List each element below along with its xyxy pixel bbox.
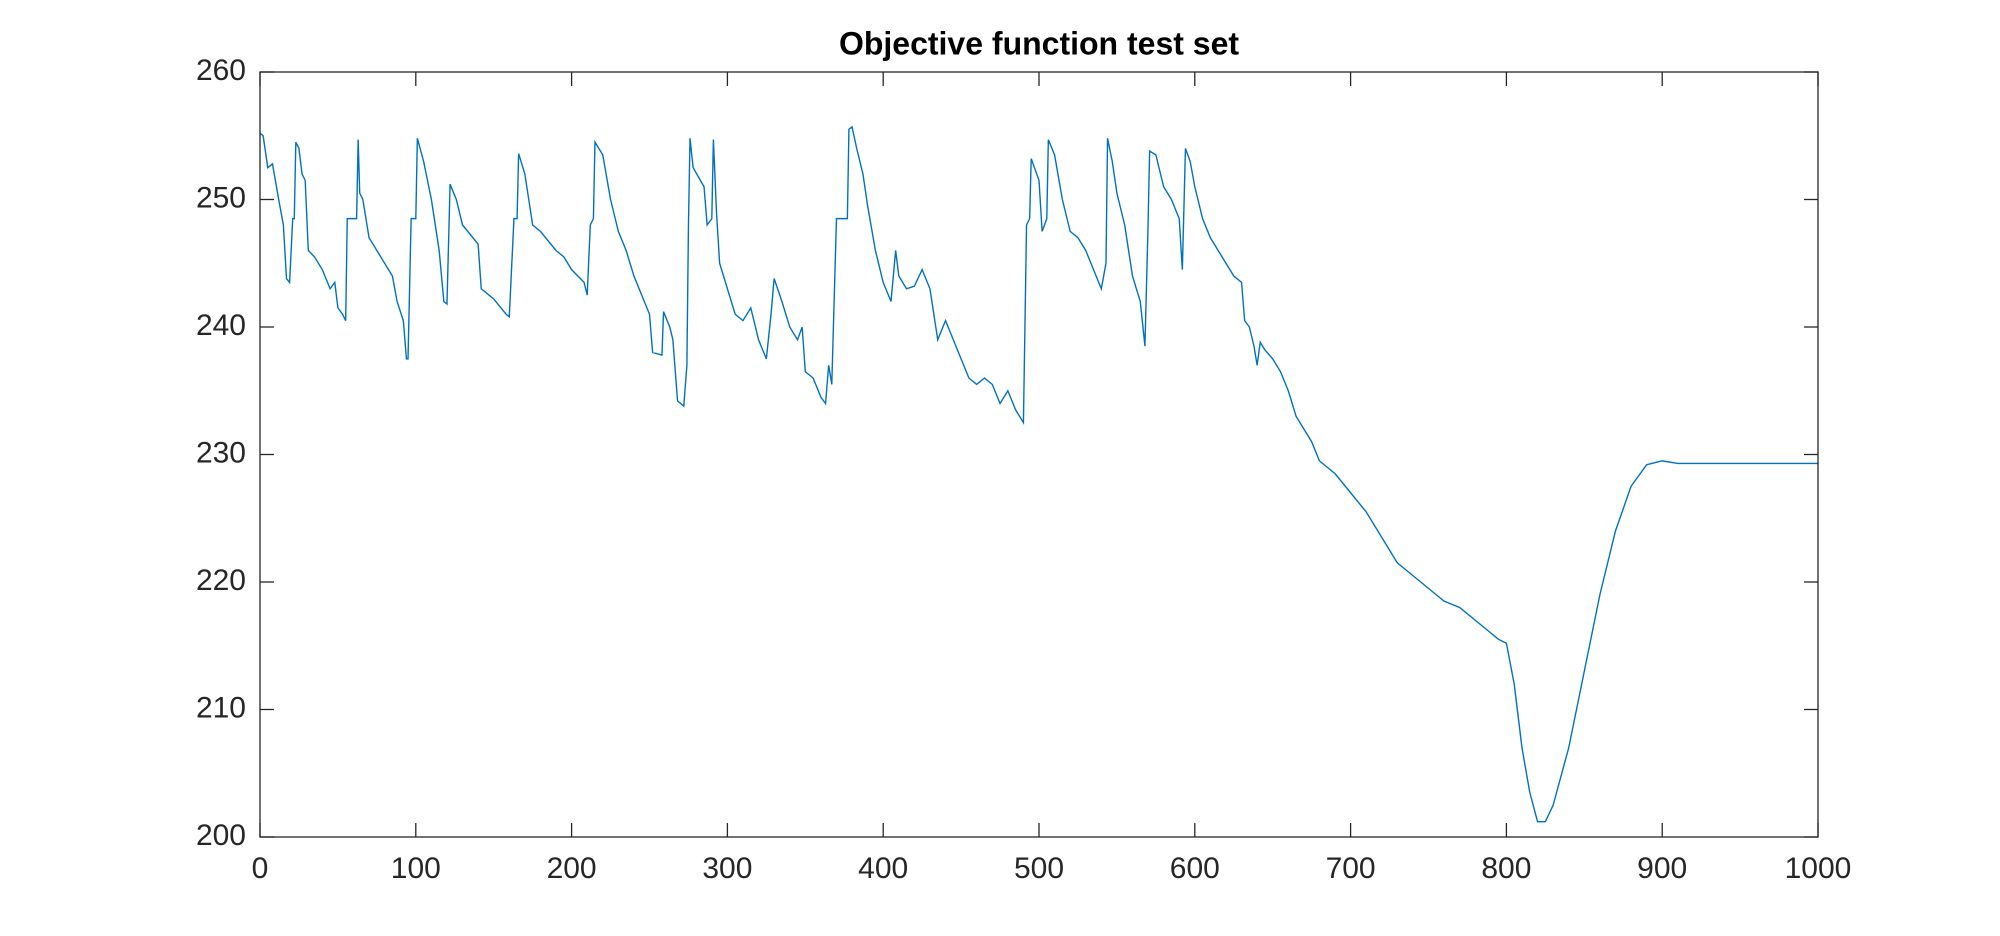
x-tick-label: 0 (252, 852, 269, 885)
x-tick-label: 900 (1637, 852, 1687, 885)
x-tick-label: 700 (1326, 852, 1376, 885)
x-tick-label: 300 (702, 852, 752, 885)
x-tick-label: 100 (391, 852, 441, 885)
y-tick-label: 210 (196, 691, 246, 724)
chart-title: Objective function test set (839, 25, 1239, 61)
y-tick-label: 240 (196, 309, 246, 342)
y-tick-label: 250 (196, 181, 246, 214)
x-tick-label: 400 (858, 852, 908, 885)
x-tick-label: 200 (547, 852, 597, 885)
y-tick-label: 260 (196, 54, 246, 87)
x-tick-label: 500 (1014, 852, 1064, 885)
x-tick-label: 800 (1481, 852, 1531, 885)
y-tick-label: 230 (196, 436, 246, 469)
data-line (259, 125, 1818, 823)
x-tick-label: 1000 (1785, 852, 1852, 885)
x-tick-label: 600 (1170, 852, 1220, 885)
y-tick-label: 200 (196, 819, 246, 852)
y-tick-label: 220 (196, 564, 246, 597)
